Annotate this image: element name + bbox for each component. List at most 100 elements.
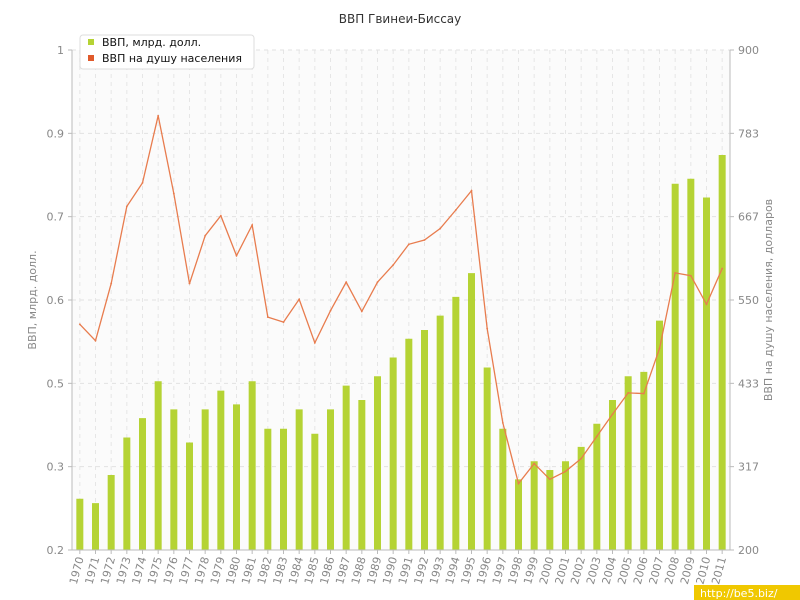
line-series	[78, 114, 724, 486]
x-axis-ticks: 1970197119721973197419751976197719781979…	[67, 550, 729, 586]
line-point-2001	[564, 470, 567, 473]
bar-1990	[389, 357, 397, 550]
line-point-2003	[595, 435, 598, 438]
line-point-1980	[235, 254, 238, 257]
line-point-1975	[157, 114, 160, 117]
line-point-2005	[627, 391, 630, 394]
bar-1985	[311, 433, 319, 550]
bar-1996	[483, 367, 491, 550]
bar-1999	[530, 461, 538, 550]
bar-1977	[186, 442, 193, 550]
line-point-2004	[611, 413, 614, 416]
bar-1987	[342, 385, 350, 550]
left-axis-tick-label: 0.5	[47, 377, 65, 390]
legend: ВВП, млрд. долл. ВВП на душу населения	[79, 34, 255, 70]
bar-2001	[562, 461, 569, 550]
bar-1980	[233, 404, 240, 550]
bar-1972	[107, 475, 115, 550]
bar-1978	[201, 409, 209, 550]
bar-1993	[436, 315, 444, 550]
line-point-1996	[486, 327, 489, 330]
bar-2006	[640, 371, 648, 550]
right-axis-tick-label: 550	[738, 294, 759, 307]
line-point-1989	[376, 281, 379, 284]
bar-1973	[123, 437, 131, 550]
line-point-2007	[658, 347, 661, 350]
bar-1988	[358, 400, 366, 550]
line-point-2010	[705, 303, 708, 306]
right-axis-tick-label: 200	[738, 544, 759, 557]
bar-1994	[452, 296, 460, 550]
line-point-2009	[689, 274, 692, 277]
line-point-1981	[251, 224, 254, 226]
line-point-2006	[642, 392, 645, 395]
legend-label-gdp: ВВП, млрд. долл.	[102, 36, 201, 49]
bar-2002	[577, 446, 585, 550]
bar-2007	[656, 320, 663, 550]
bar-1984	[295, 409, 303, 550]
line-point-1990	[392, 264, 395, 266]
line-point-1983	[282, 321, 285, 324]
line-point-1970	[78, 323, 81, 326]
bar-2010	[703, 197, 710, 550]
bar-1982	[264, 428, 272, 550]
bar-2009	[687, 178, 695, 550]
line-point-1982	[266, 316, 269, 319]
right-axis-title: ВВП на душу населения, долларов	[762, 199, 775, 401]
line-point-1971	[94, 339, 97, 342]
bar-1998	[515, 479, 522, 550]
bar-2003	[593, 423, 601, 550]
bar-1992	[421, 330, 428, 550]
line-point-2008	[674, 271, 677, 274]
line-point-1988	[360, 310, 363, 313]
left-axis-ticks: 0.2 0.3 0.5 0.6 0.7 0.9 1	[47, 44, 72, 557]
bar-1991	[405, 338, 413, 550]
bar-1995	[468, 273, 475, 550]
gdp-per-capita-line	[79, 115, 723, 486]
line-point-1977	[188, 282, 191, 285]
legend-swatch-gdp	[88, 39, 94, 45]
line-point-1997	[501, 421, 504, 424]
line-point-1991	[407, 243, 410, 246]
bar-1974	[139, 418, 146, 550]
line-point-1984	[298, 298, 301, 301]
line-point-1986	[329, 309, 332, 312]
left-axis-tick-label: 0.7	[47, 211, 65, 224]
line-point-1974	[141, 181, 144, 184]
chart-title: ВВП Гвинеи-Биссау	[339, 12, 462, 26]
right-axis-tick-label: 900	[738, 44, 759, 57]
watermark-link[interactable]: http://be5.biz/	[700, 587, 778, 600]
bar-1989	[374, 376, 381, 550]
right-axis-tick-label: 433	[738, 377, 759, 390]
bar-1997	[499, 428, 507, 550]
line-point-2000	[548, 478, 551, 481]
right-axis-tick-label: 667	[738, 211, 759, 224]
left-axis-tick-label: 0.2	[47, 544, 65, 557]
line-point-1999	[533, 462, 536, 465]
bar-1971	[92, 503, 99, 550]
left-axis-tick-label: 0.6	[47, 294, 65, 307]
bar-1983	[280, 428, 287, 550]
bar-2000	[546, 470, 554, 550]
bar-2004	[609, 400, 616, 550]
line-point-1985	[313, 341, 316, 344]
line-point-1994	[454, 209, 457, 211]
bar-2008	[671, 183, 679, 550]
legend-label-gdp-per-capita: ВВП на душу населения	[102, 52, 242, 65]
line-point-1998	[517, 482, 520, 485]
watermark[interactable]: http://be5.biz/	[694, 585, 800, 600]
legend-swatch-gdp-per-capita	[88, 55, 94, 61]
bar-series	[76, 155, 726, 550]
bar-1970	[76, 498, 84, 550]
left-axis-tick-label: 1	[57, 44, 64, 57]
line-point-1979	[219, 214, 222, 217]
line-point-1992	[423, 239, 426, 241]
left-axis-tick-label: 0.9	[47, 127, 65, 140]
line-point-1976	[172, 192, 175, 195]
bar-1986	[327, 409, 334, 550]
bar-1979	[217, 390, 225, 550]
line-point-2011	[721, 267, 724, 270]
left-axis-title: ВВП, млрд. долл.	[26, 250, 39, 349]
line-point-1973	[125, 205, 128, 208]
